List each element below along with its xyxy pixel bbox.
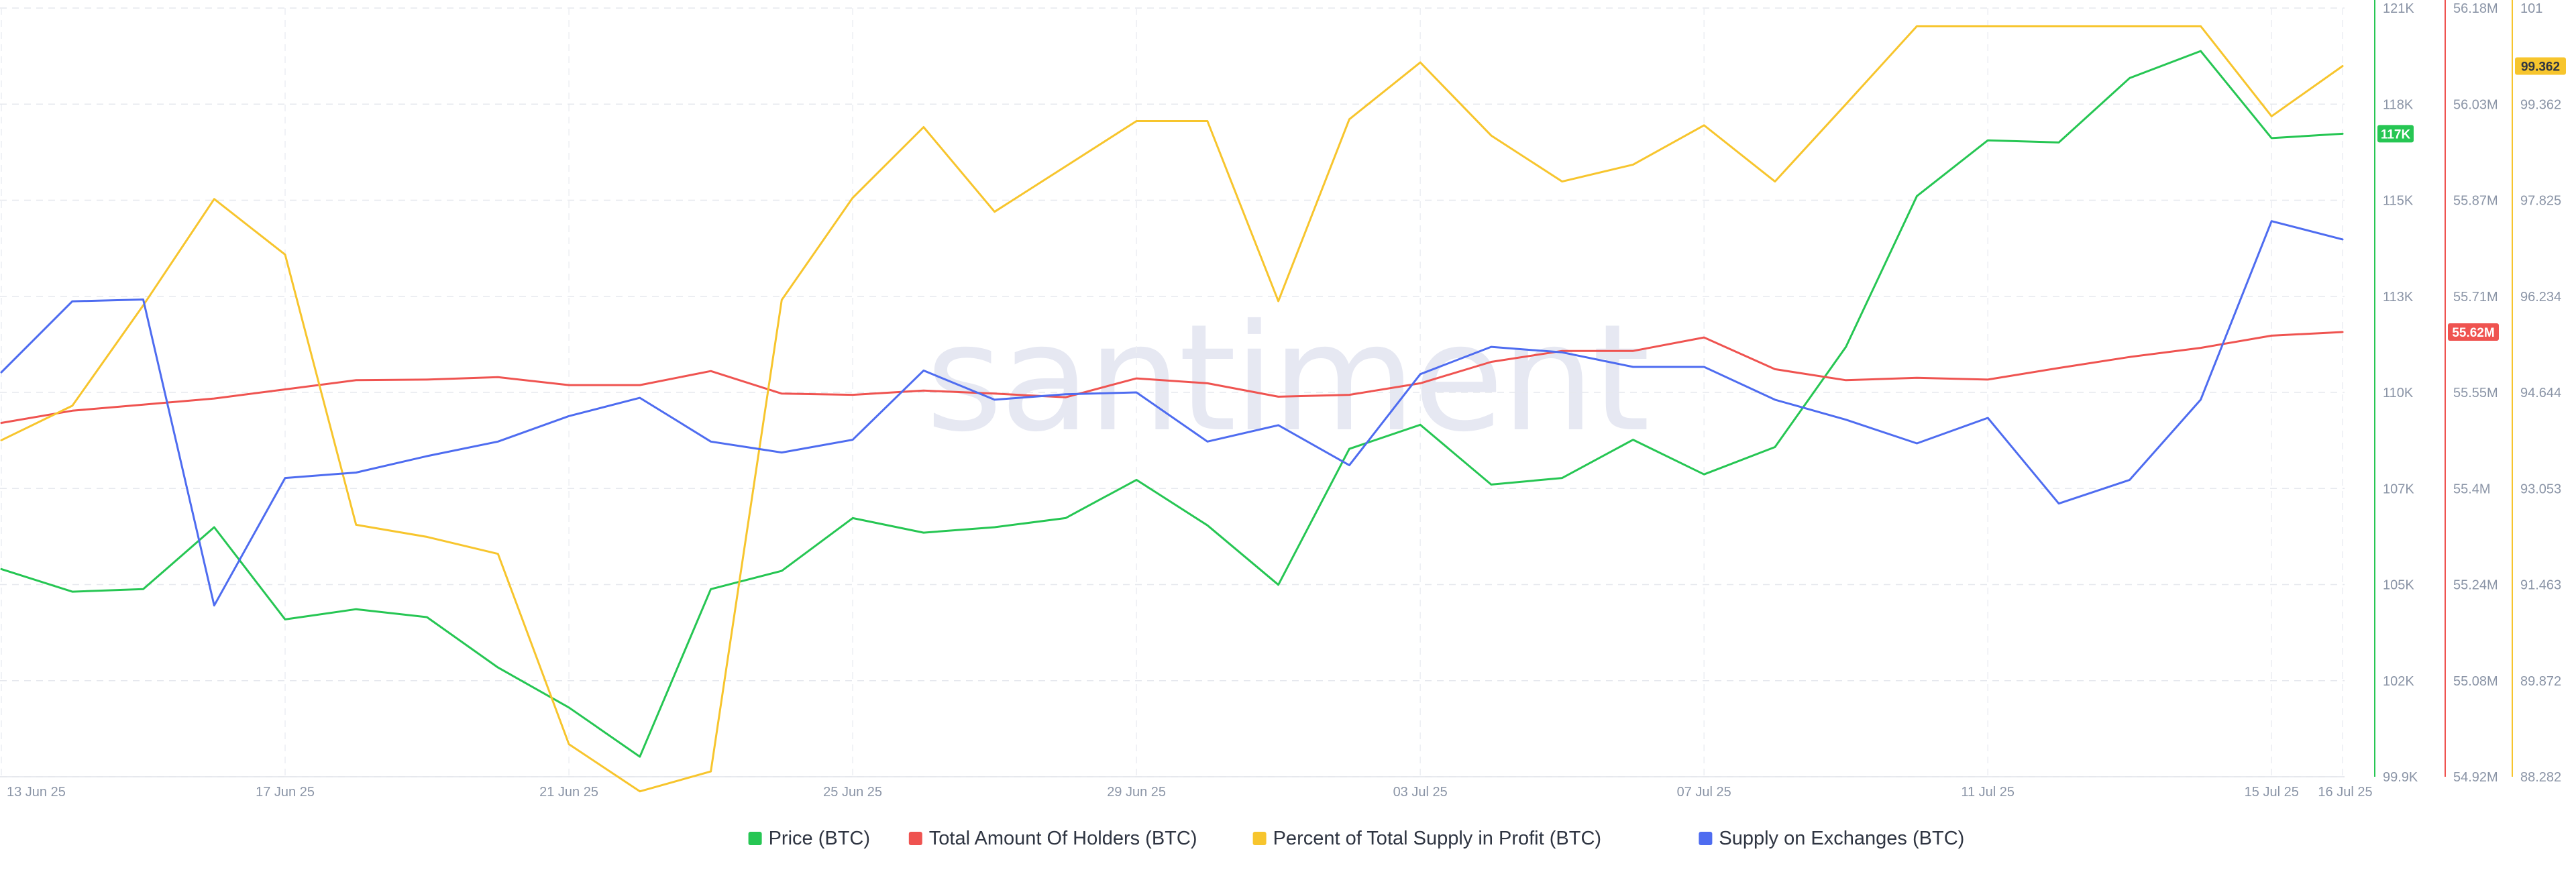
price-axis-tick-label: 115K	[2383, 194, 2414, 209]
price-axis-ticks: 121K 118K 115K 113K 110K 107K 105K 102K 99.9K	[2383, 1, 2418, 785]
price-last-value-badge-bg	[2377, 125, 2414, 143]
santiment-watermark: santiment	[926, 292, 1648, 464]
legend-label-price-btc[interactable]: Price (BTC)	[769, 828, 870, 849]
price-axis-tick-label: 107K	[2383, 482, 2414, 496]
profit-axis-tick-label: 101	[2520, 1, 2542, 16]
x-tick-label: 03 Jul 25	[1393, 785, 1448, 800]
legend-label-supply-on-exchanges-btc[interactable]: Supply on Exchanges (BTC)	[1719, 828, 1964, 849]
holders-axis-tick-label: 54.92M	[2453, 770, 2498, 785]
profit-axis-tick-label: 94.644	[2520, 386, 2561, 400]
x-tick-label: 29 Jun 25	[1107, 785, 1166, 800]
legend-swatch-price-btc[interactable]	[748, 832, 762, 845]
x-tick-label: 17 Jun 25	[256, 785, 315, 800]
total-amount-of-holders-btc-line	[0, 331, 2344, 424]
holders-axis-tick-label: 55.55M	[2453, 386, 2498, 400]
price-axis-tick-label: 113K	[2383, 290, 2414, 305]
profit-axis-tick-label: 99.362	[2520, 97, 2561, 112]
x-axis-ticks: 13 Jun 25 17 Jun 25 21 Jun 25 25 Jun 25 29 J…	[7, 785, 2373, 800]
legend-swatch-percent-of-total-supply-in-profit-btc[interactable]	[1252, 832, 1267, 845]
legend-label-total-amount-of-holders-btc[interactable]: Total Amount Of Holders (BTC)	[929, 828, 1197, 849]
x-tick-label: 07 Jul 25	[1677, 785, 1731, 800]
price-btc-line	[0, 50, 2344, 758]
price-axis-tick-label: 105K	[2383, 578, 2414, 593]
holders-axis-tick-label: 55.4M	[2453, 482, 2491, 496]
last-value-badges: 117K 55.62M 99.362	[2377, 57, 2566, 341]
legend[interactable]: Price (BTC) Total Amount Of Holders (BTC)…	[748, 828, 1965, 849]
grid	[0, 7, 2345, 777]
holders-axis-tick-label: 55.08M	[2453, 674, 2498, 689]
holders-axis-tick-label: 56.03M	[2453, 97, 2498, 112]
holders-axis-ticks: 56.18M 56.03M 55.87M 55.71M 55.55M 55.4M 55.24…	[2453, 1, 2498, 785]
x-tick-label: 16 Jul 25	[2318, 785, 2372, 800]
price-axis-tick-label: 121K	[2383, 1, 2414, 16]
profit-last-value-badge: 99.362	[2521, 60, 2560, 74]
supply-on-exchanges-btc-line	[0, 220, 2344, 607]
profit-axis-tick-label: 88.282	[2520, 770, 2561, 785]
profit-axis-tick-label: 97.825	[2520, 194, 2561, 209]
profit-axis-tick-label: 91.463	[2520, 578, 2561, 593]
x-tick-label: 21 Jun 25	[539, 785, 598, 800]
holders-last-value-badge-bg	[2448, 323, 2499, 341]
price-axis-tick-label: 110K	[2383, 386, 2414, 400]
legend-swatch-total-amount-of-holders-btc[interactable]	[908, 832, 922, 845]
x-tick-label: 25 Jun 25	[823, 785, 882, 800]
price-last-value-badge: 117K	[2381, 127, 2411, 142]
holders-axis-tick-label: 55.24M	[2453, 578, 2498, 593]
x-tick-label: 11 Jul 25	[1961, 785, 2015, 800]
price-axis-tick-label: 118K	[2383, 97, 2414, 112]
profit-axis-tick-label: 89.872	[2520, 674, 2561, 689]
holders-last-value-badge: 55.62M	[2452, 326, 2494, 340]
profit-axis-tick-label: 93.053	[2520, 482, 2561, 496]
holders-axis-tick-label: 55.87M	[2453, 194, 2498, 209]
x-tick-label: 15 Jul 25	[2245, 785, 2299, 800]
profit-axis-tick-label: 96.234	[2520, 290, 2561, 305]
series-lines	[0, 25, 2344, 793]
legend-label-percent-of-total-supply-in-profit-btc[interactable]: Percent of Total Supply in Profit (BTC)	[1273, 828, 1601, 849]
profit-last-value-badge-bg	[2515, 57, 2566, 75]
axes	[2374, 0, 2513, 777]
price-axis-tick-label: 102K	[2383, 674, 2414, 689]
holders-axis-tick-label: 55.71M	[2453, 290, 2498, 305]
holders-axis-tick-label: 56.18M	[2453, 1, 2498, 16]
percent-of-total-supply-in-profit-btc-line	[0, 25, 2344, 793]
legend-swatch-supply-on-exchanges-btc[interactable]	[1699, 832, 1713, 845]
x-tick-label: 13 Jun 25	[7, 785, 66, 800]
profit-axis-ticks: 101 99.362 97.825 96.234 94.644 93.053 91.463 8…	[2520, 1, 2561, 785]
price-axis-tick-label: 99.9K	[2383, 770, 2418, 785]
